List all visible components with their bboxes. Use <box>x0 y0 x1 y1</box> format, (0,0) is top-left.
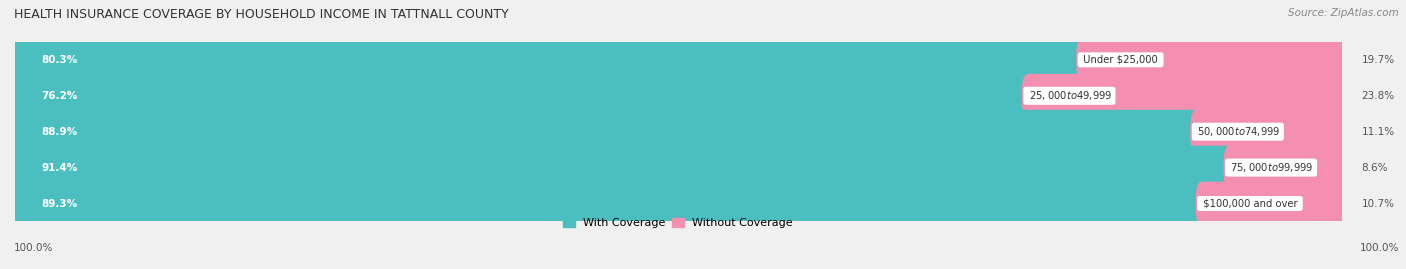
Text: 19.7%: 19.7% <box>1361 55 1395 65</box>
Text: 100.0%: 100.0% <box>1360 243 1399 253</box>
Text: $25,000 to $49,999: $25,000 to $49,999 <box>1026 89 1114 102</box>
FancyBboxPatch shape <box>11 76 1346 119</box>
FancyBboxPatch shape <box>11 183 1346 227</box>
FancyBboxPatch shape <box>11 110 1198 154</box>
Text: $100,000 and over: $100,000 and over <box>1199 199 1301 208</box>
Text: 89.3%: 89.3% <box>42 199 77 208</box>
FancyBboxPatch shape <box>11 147 1346 191</box>
FancyBboxPatch shape <box>11 74 1346 118</box>
FancyBboxPatch shape <box>11 112 1346 155</box>
Legend: With Coverage, Without Coverage: With Coverage, Without Coverage <box>561 215 796 230</box>
FancyBboxPatch shape <box>11 182 1346 225</box>
FancyBboxPatch shape <box>11 40 1346 84</box>
Text: 91.4%: 91.4% <box>42 162 77 173</box>
Text: 11.1%: 11.1% <box>1361 127 1395 137</box>
Text: Under $25,000: Under $25,000 <box>1080 55 1161 65</box>
Text: 10.7%: 10.7% <box>1361 199 1395 208</box>
FancyBboxPatch shape <box>11 74 1029 118</box>
Text: $75,000 to $99,999: $75,000 to $99,999 <box>1227 161 1315 174</box>
FancyBboxPatch shape <box>1223 146 1346 189</box>
Text: 88.9%: 88.9% <box>42 127 77 137</box>
FancyBboxPatch shape <box>1076 38 1346 82</box>
Text: HEALTH INSURANCE COVERAGE BY HOUSEHOLD INCOME IN TATTNALL COUNTY: HEALTH INSURANCE COVERAGE BY HOUSEHOLD I… <box>14 8 509 21</box>
FancyBboxPatch shape <box>11 146 1232 189</box>
Text: 100.0%: 100.0% <box>14 243 53 253</box>
Text: $50,000 to $74,999: $50,000 to $74,999 <box>1194 125 1281 138</box>
Text: 76.2%: 76.2% <box>42 91 77 101</box>
FancyBboxPatch shape <box>11 110 1346 154</box>
Text: 23.8%: 23.8% <box>1361 91 1395 101</box>
Text: 80.3%: 80.3% <box>42 55 77 65</box>
FancyBboxPatch shape <box>1191 110 1346 154</box>
FancyBboxPatch shape <box>11 38 1346 82</box>
Text: 8.6%: 8.6% <box>1361 162 1388 173</box>
FancyBboxPatch shape <box>11 182 1204 225</box>
FancyBboxPatch shape <box>11 38 1084 82</box>
FancyBboxPatch shape <box>11 146 1346 189</box>
FancyBboxPatch shape <box>1195 182 1346 225</box>
Text: Source: ZipAtlas.com: Source: ZipAtlas.com <box>1288 8 1399 18</box>
FancyBboxPatch shape <box>1022 74 1346 118</box>
